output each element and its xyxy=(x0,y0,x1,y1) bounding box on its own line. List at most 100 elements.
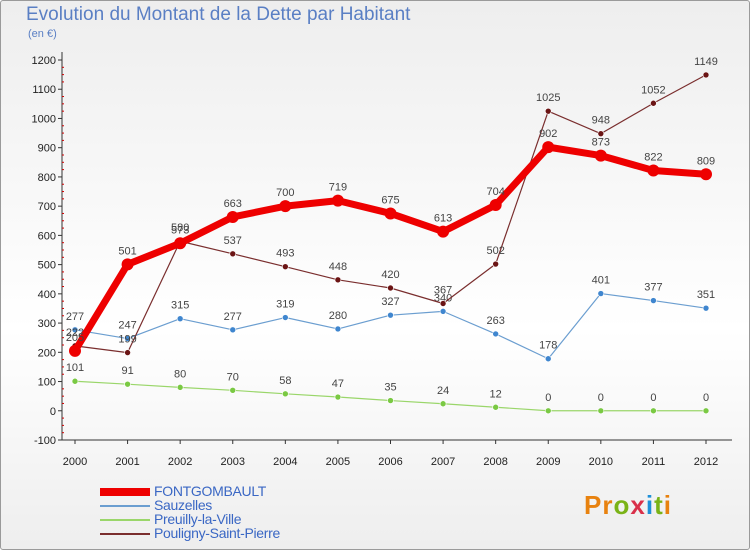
data-label: 613 xyxy=(434,213,452,225)
x-tick-label: 2009 xyxy=(536,456,560,468)
data-point xyxy=(492,330,499,338)
brand-letter: i xyxy=(645,490,655,520)
data-label: 24 xyxy=(437,385,449,397)
data-label: 377 xyxy=(644,282,662,294)
data-label: 263 xyxy=(486,315,504,327)
brand-letter: o xyxy=(613,490,631,520)
brand-letter: t xyxy=(654,490,664,520)
data-label: 1052 xyxy=(641,84,665,96)
data-label: 1025 xyxy=(536,92,560,104)
data-point xyxy=(282,390,289,398)
x-tick-label: 2008 xyxy=(483,456,507,468)
y-tick-label: 500 xyxy=(38,260,56,272)
data-point xyxy=(124,380,131,388)
data-point xyxy=(387,311,394,319)
data-label: 401 xyxy=(592,275,610,287)
y-tick-label: 1000 xyxy=(32,113,56,125)
data-point xyxy=(384,207,397,220)
legend-label: FONTGOMBAULT xyxy=(154,483,267,499)
series-line-0 xyxy=(72,143,707,353)
data-point xyxy=(700,168,712,181)
data-label: 493 xyxy=(276,248,294,260)
data-point xyxy=(439,400,447,408)
data-point xyxy=(69,344,81,357)
brand-letter: r xyxy=(602,490,614,520)
data-label: 70 xyxy=(227,371,239,383)
brand-letter: x xyxy=(630,490,646,520)
data-label: 205 xyxy=(66,332,84,344)
data-label: 280 xyxy=(329,310,347,322)
data-point xyxy=(282,314,289,321)
data-label: 0 xyxy=(545,392,551,404)
data-point xyxy=(387,284,394,292)
data-label: 537 xyxy=(224,235,242,247)
legend-swatch xyxy=(100,505,150,507)
data-point xyxy=(279,200,292,213)
legend-swatch xyxy=(100,519,150,521)
data-label: 0 xyxy=(598,392,604,404)
data-label: 35 xyxy=(384,382,396,394)
brand-letter: P xyxy=(584,490,603,520)
data-label: 315 xyxy=(171,300,189,312)
y-tick-label: 400 xyxy=(38,289,56,301)
y-tick-label: 900 xyxy=(38,143,56,155)
y-tick-label: 1200 xyxy=(32,55,56,67)
data-point xyxy=(594,149,607,162)
data-label: 101 xyxy=(66,362,84,374)
legend-label: Preuilly-la-Ville xyxy=(154,511,242,527)
data-label: 700 xyxy=(276,187,294,199)
data-label: 675 xyxy=(381,194,399,206)
data-label: 340 xyxy=(434,292,452,304)
data-point xyxy=(176,384,184,391)
data-point xyxy=(702,304,710,312)
data-label: 277 xyxy=(66,311,84,323)
data-point xyxy=(492,403,499,411)
x-tick-label: 2000 xyxy=(63,456,87,468)
data-label: 58 xyxy=(279,375,291,387)
data-point xyxy=(542,141,555,154)
x-tick-label: 2004 xyxy=(273,456,297,468)
y-tick-label: 700 xyxy=(38,201,56,213)
data-point xyxy=(334,276,342,284)
data-label: 663 xyxy=(224,198,242,210)
data-label: 580 xyxy=(171,222,189,234)
data-label: 319 xyxy=(276,299,294,311)
data-label: 448 xyxy=(329,261,347,273)
data-point xyxy=(121,258,134,271)
data-point xyxy=(544,107,552,115)
data-point xyxy=(492,260,499,268)
y-tick-label: -100 xyxy=(34,435,56,447)
y-tick-label: 300 xyxy=(38,318,56,330)
data-point xyxy=(71,326,79,334)
data-label: 327 xyxy=(381,296,399,308)
data-label: 178 xyxy=(539,340,557,352)
data-point xyxy=(544,407,552,415)
data-point xyxy=(229,387,237,394)
data-label: 12 xyxy=(490,388,502,400)
data-label: 80 xyxy=(174,368,186,380)
data-label: 0 xyxy=(650,392,656,404)
data-point xyxy=(387,397,394,404)
data-point xyxy=(597,407,605,415)
y-tick-label: 100 xyxy=(38,377,56,389)
data-label: 91 xyxy=(121,365,133,377)
data-point xyxy=(650,99,657,107)
data-point xyxy=(229,326,237,334)
data-point xyxy=(650,407,657,415)
data-point xyxy=(334,325,342,333)
data-label: 719 xyxy=(329,182,347,194)
y-tick-label: 0 xyxy=(50,406,56,418)
data-label: 704 xyxy=(486,186,504,198)
data-point xyxy=(226,210,239,223)
data-point xyxy=(489,198,502,211)
data-point xyxy=(439,308,447,315)
y-tick-label: 1100 xyxy=(32,84,56,96)
data-point xyxy=(437,225,450,238)
data-point xyxy=(124,349,131,356)
y-tick-label: 600 xyxy=(38,230,56,242)
data-point xyxy=(647,164,660,177)
data-label: 367 xyxy=(434,284,452,296)
data-point xyxy=(702,71,710,79)
y-tick-label: 800 xyxy=(38,172,56,184)
